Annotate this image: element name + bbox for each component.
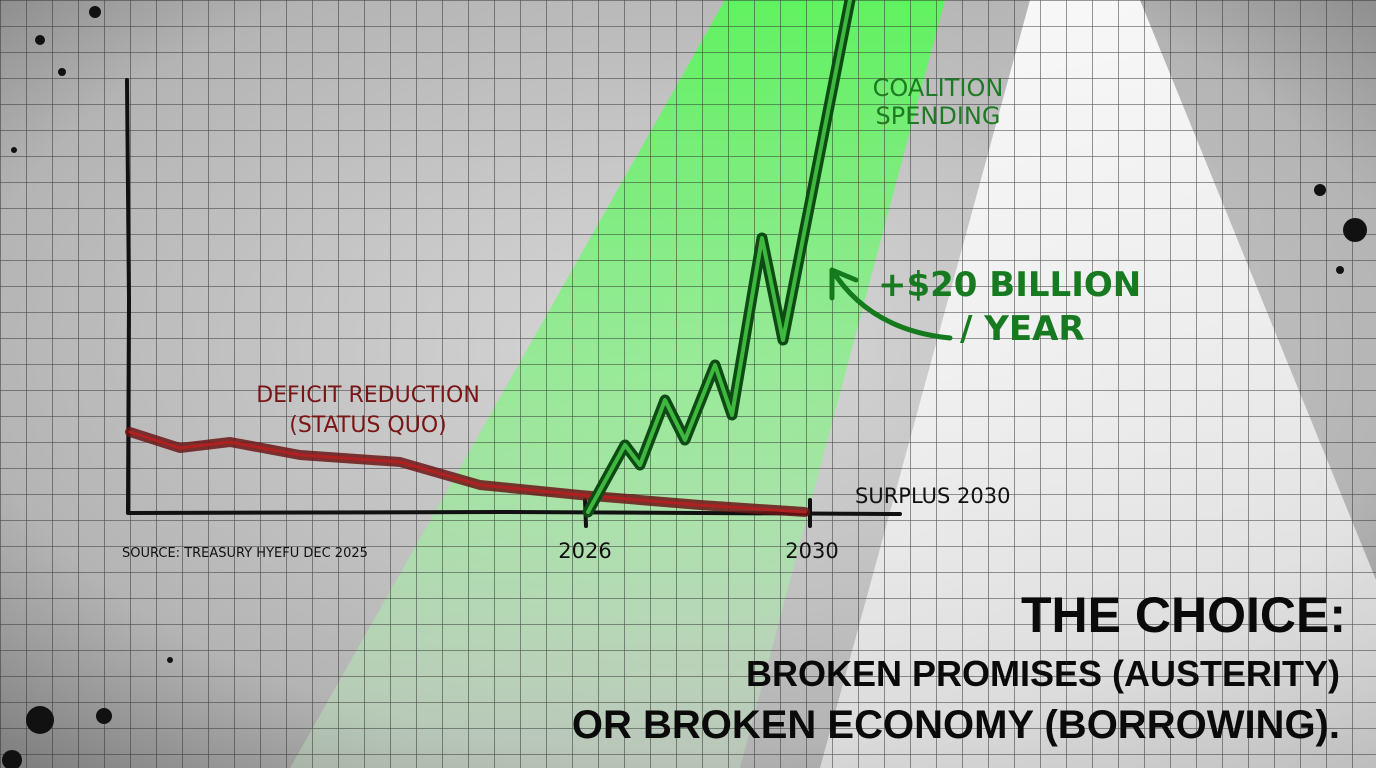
deficit-label: (STATUS QUO) (289, 413, 446, 438)
x-label: 2026 (558, 539, 611, 563)
increase-label: / YEAR (960, 309, 1085, 349)
spending-line-core (586, 0, 852, 514)
surplus-label: SURPLUS 2030 (855, 484, 1010, 508)
headline-title: THE CHOICE: (1021, 587, 1346, 643)
arrow (829, 267, 953, 341)
coalition-label: COALITION (873, 74, 1004, 102)
status-quo-line-core (128, 430, 807, 514)
increase-label: +$20 BILLION (878, 265, 1141, 305)
splatter (2, 6, 1367, 768)
headline-line: OR BROKEN ECONOMY (BORROWING). (572, 703, 1340, 747)
deficit-label: DEFICIT REDUCTION (256, 383, 480, 408)
x-label: 2030 (785, 539, 838, 563)
source: SOURCE: TREASURY HYEFU DEC 2025 (122, 546, 368, 561)
headline-line: BROKEN PROMISES (AUSTERITY) (746, 653, 1340, 694)
coalition-label: SPENDING (876, 102, 1001, 130)
headline: THE CHOICE: BROKEN PROMISES (AUSTERITY) … (572, 587, 1346, 747)
annotations: COALITION SPENDING +$20 BILLION / YEAR D… (122, 74, 1141, 563)
